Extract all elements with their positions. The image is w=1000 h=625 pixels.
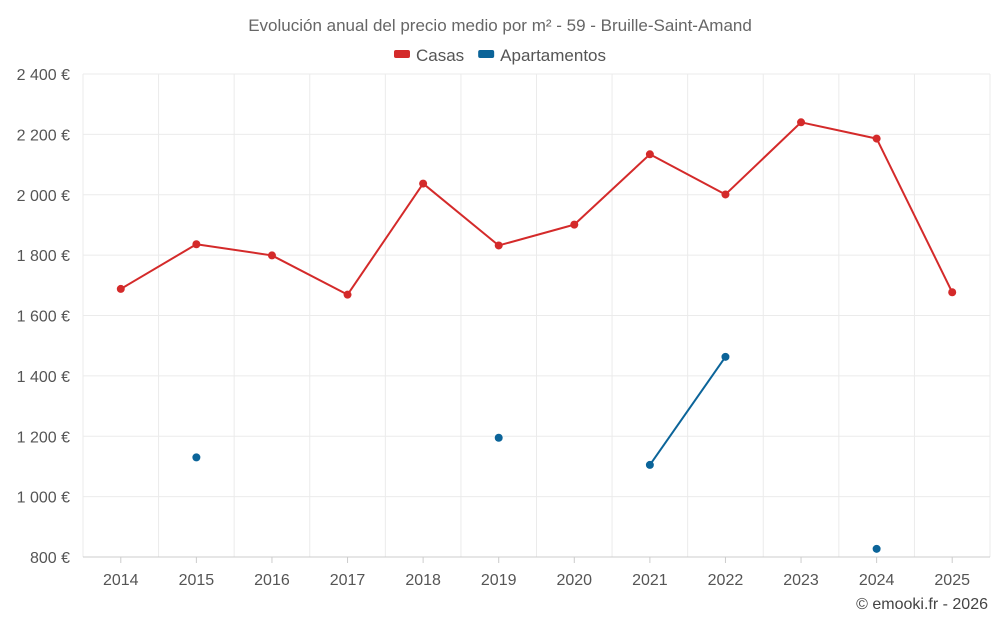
data-point[interactable] [494, 433, 503, 442]
data-point[interactable] [267, 251, 276, 260]
x-tick-label: 2019 [481, 572, 517, 589]
y-tick-label: 1 600 € [17, 309, 70, 326]
x-tick-label: 2018 [405, 572, 441, 589]
series-line-segment [649, 356, 727, 466]
y-tick-label: 2 000 € [17, 188, 70, 205]
series-line-segment [498, 223, 575, 247]
data-point[interactable] [494, 241, 503, 250]
legend: Casas Apartamentos [393, 46, 606, 65]
data-point[interactable] [192, 453, 201, 462]
x-tick-label: 2022 [708, 572, 744, 589]
series-line-segment [271, 254, 349, 296]
data-point[interactable] [645, 150, 654, 159]
series-line-segment [120, 243, 197, 290]
x-tick-label: 2021 [632, 572, 668, 589]
series-layer [116, 118, 957, 553]
x-tick-label: 2016 [254, 572, 290, 589]
x-tick-label: 2015 [179, 572, 215, 589]
series-casas [116, 118, 957, 299]
data-point[interactable] [419, 179, 428, 188]
data-point[interactable] [570, 220, 579, 229]
series-line-segment [875, 138, 954, 293]
legend-item[interactable]: Casas [393, 46, 464, 65]
legend-label: Casas [416, 46, 464, 65]
data-point[interactable] [645, 460, 654, 469]
grid [82, 73, 991, 557]
series-line-segment [196, 243, 273, 257]
data-point[interactable] [116, 284, 125, 293]
data-point[interactable] [797, 118, 806, 127]
data-point[interactable] [192, 240, 201, 249]
x-tick-label: 2017 [330, 572, 366, 589]
series-line-segment [724, 121, 802, 196]
legend-item[interactable]: Apartamentos [478, 46, 606, 65]
x-tick-label: 2024 [859, 572, 895, 589]
x-tick-label: 2025 [934, 572, 970, 589]
y-tick-label: 1 200 € [17, 429, 70, 446]
series-apartamentos [192, 352, 881, 553]
y-tick-label: 800 € [30, 550, 70, 567]
x-axis: 2014 2015 2016 2017 2018 2019 2020 2021 2022 2023… [83, 556, 990, 589]
data-point[interactable] [872, 134, 881, 143]
y-tick-label: 1 800 € [17, 248, 70, 265]
series-line-segment [346, 183, 424, 296]
x-tick-label: 2023 [783, 572, 819, 589]
series-line-segment [800, 121, 877, 140]
y-tick-label: 1 400 € [17, 369, 70, 386]
series-line-segment [573, 153, 651, 226]
data-point[interactable] [343, 290, 352, 299]
y-tick-label: 2 400 € [17, 67, 70, 84]
x-tick-label: 2014 [103, 572, 139, 589]
y-tick-label: 2 200 € [17, 127, 70, 144]
data-point[interactable] [721, 190, 730, 199]
legend-swatch [478, 50, 495, 58]
x-tick-label: 2020 [556, 572, 592, 589]
legend-label: Apartamentos [500, 46, 606, 65]
data-point[interactable] [872, 544, 881, 553]
legend-swatch [393, 50, 410, 58]
credit-text: © emooki.fr - 2026 [856, 596, 988, 613]
y-axis: 800 € 1 000 € 1 200 € 1 400 € 1 600 € 1 800 €… [17, 67, 70, 567]
series-line-segment [649, 153, 726, 196]
series-line-segment [422, 182, 500, 247]
y-tick-label: 1 000 € [17, 490, 70, 507]
data-point[interactable] [948, 288, 957, 297]
chart-title: Evolución anual del precio medio por m² … [248, 16, 752, 35]
data-point[interactable] [721, 352, 730, 361]
